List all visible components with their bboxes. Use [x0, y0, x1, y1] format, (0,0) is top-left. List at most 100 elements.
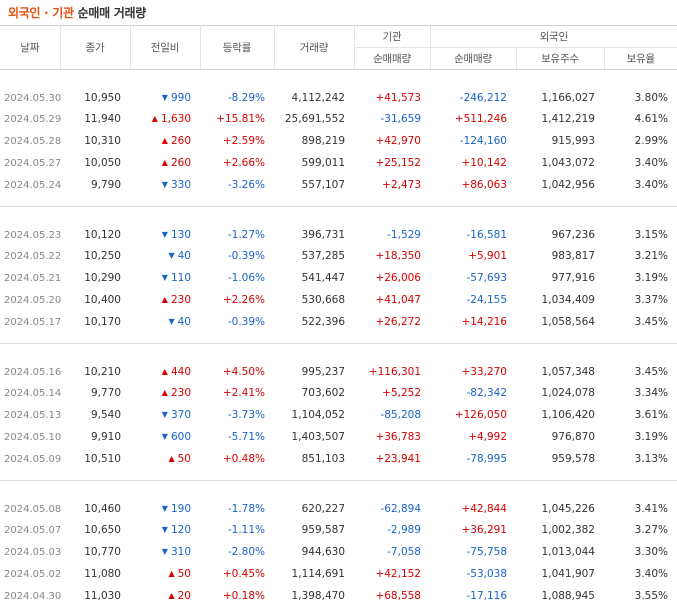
date-cell: 2024.05.14: [0, 382, 60, 404]
holding-cell: 1,042,956: [516, 174, 604, 196]
holding-cell: 1,057,348: [516, 344, 604, 382]
ratio-cell: 3.61%: [604, 404, 677, 426]
volume-cell: 1,398,470: [274, 585, 354, 607]
close-cell: 10,050: [60, 152, 130, 174]
triangle-up-icon: ▲: [162, 136, 168, 145]
volume-cell: 1,104,052: [274, 404, 354, 426]
foreign-net-cell: -124,160: [430, 130, 516, 152]
foreign-net-cell: +14,216: [430, 311, 516, 333]
change-cell: ▼370: [130, 404, 200, 426]
inst-net-cell: +18,350: [354, 245, 430, 267]
ratio-cell: 3.80%: [604, 70, 677, 109]
foreign-net-cell: -53,038: [430, 563, 516, 585]
foreign-net-cell: +42,844: [430, 481, 516, 519]
group-gap: [0, 333, 677, 344]
ratio-cell: 3.40%: [604, 152, 677, 174]
rate-cell: -1.27%: [200, 207, 274, 245]
holding-cell: 967,236: [516, 207, 604, 245]
triangle-down-icon: ▼: [162, 525, 168, 534]
foreign-net-cell: -78,995: [430, 448, 516, 470]
change-cell: ▲260: [130, 130, 200, 152]
date-cell: 2024.05.28: [0, 130, 60, 152]
close-cell: 10,210: [60, 344, 130, 382]
ratio-cell: 3.30%: [604, 541, 677, 563]
triangle-down-icon: ▼: [168, 317, 174, 326]
holding-cell: 1,088,945: [516, 585, 604, 607]
close-cell: 10,250: [60, 245, 130, 267]
rate-cell: +0.45%: [200, 563, 274, 585]
change-value: 370: [171, 409, 191, 421]
close-cell: 10,290: [60, 267, 130, 289]
ratio-cell: 3.15%: [604, 207, 677, 245]
foreign-net-cell: +33,270: [430, 344, 516, 382]
gap-cell: [0, 196, 677, 207]
foreign-net-cell: +10,142: [430, 152, 516, 174]
triangle-up-icon: ▲: [162, 388, 168, 397]
holding-cell: 983,817: [516, 245, 604, 267]
foreign-net-cell: -75,758: [430, 541, 516, 563]
ratio-cell: 3.45%: [604, 311, 677, 333]
change-value: 260: [171, 157, 191, 169]
ratio-cell: 4.61%: [604, 108, 677, 130]
triangle-down-icon: ▼: [162, 504, 168, 513]
change-value: 120: [171, 524, 191, 536]
close-cell: 10,770: [60, 541, 130, 563]
holding-cell: 1,166,027: [516, 70, 604, 109]
header-rate: 등락률: [200, 26, 274, 70]
inst-net-cell: +23,941: [354, 448, 430, 470]
change-value: 50: [178, 453, 191, 465]
header-inst-net: 순매매량: [354, 48, 430, 70]
date-cell: 2024.05.27: [0, 152, 60, 174]
date-cell: 2024.05.29: [0, 108, 60, 130]
foreign-net-cell: +4,992: [430, 426, 516, 448]
triangle-up-icon: ▲: [162, 295, 168, 304]
header-change: 전일비: [130, 26, 200, 70]
triangle-up-icon: ▲: [168, 591, 174, 600]
triangle-up-icon: ▲: [162, 158, 168, 167]
change-value: 600: [171, 431, 191, 443]
volume-cell: 557,107: [274, 174, 354, 196]
change-value: 40: [178, 316, 191, 328]
change-cell: ▼190: [130, 481, 200, 519]
date-cell: 2024.05.08: [0, 481, 60, 519]
rate-cell: +2.41%: [200, 382, 274, 404]
change-cell: ▲230: [130, 289, 200, 311]
change-cell: ▼600: [130, 426, 200, 448]
date-cell: 2024.05.09: [0, 448, 60, 470]
inst-net-cell: -7,058: [354, 541, 430, 563]
close-cell: 11,940: [60, 108, 130, 130]
triangle-down-icon: ▼: [162, 230, 168, 239]
change-value: 50: [178, 568, 191, 580]
ratio-cell: 3.41%: [604, 481, 677, 519]
close-cell: 9,770: [60, 382, 130, 404]
ratio-cell: 3.34%: [604, 382, 677, 404]
holding-cell: 1,045,226: [516, 481, 604, 519]
change-value: 990: [171, 92, 191, 104]
holding-cell: 977,916: [516, 267, 604, 289]
holding-cell: 1,106,420: [516, 404, 604, 426]
section-title: 외국인 · 기관 순매매 거래량: [8, 4, 146, 21]
close-cell: 9,540: [60, 404, 130, 426]
holding-cell: 1,002,382: [516, 519, 604, 541]
triangle-up-icon: ▲: [162, 367, 168, 376]
inst-net-cell: +41,047: [354, 289, 430, 311]
date-cell: 2024.05.20: [0, 289, 60, 311]
inst-net-cell: +26,006: [354, 267, 430, 289]
close-cell: 11,080: [60, 563, 130, 585]
volume-cell: 599,011: [274, 152, 354, 174]
holding-cell: 976,870: [516, 426, 604, 448]
holding-cell: 1,034,409: [516, 289, 604, 311]
close-cell: 10,460: [60, 481, 130, 519]
foreign-net-cell: -17,116: [430, 585, 516, 607]
rate-cell: -1.06%: [200, 267, 274, 289]
foreign-net-cell: -16,581: [430, 207, 516, 245]
title-highlight: 외국인 · 기관: [8, 6, 74, 20]
header-date: 날짜: [0, 26, 60, 70]
